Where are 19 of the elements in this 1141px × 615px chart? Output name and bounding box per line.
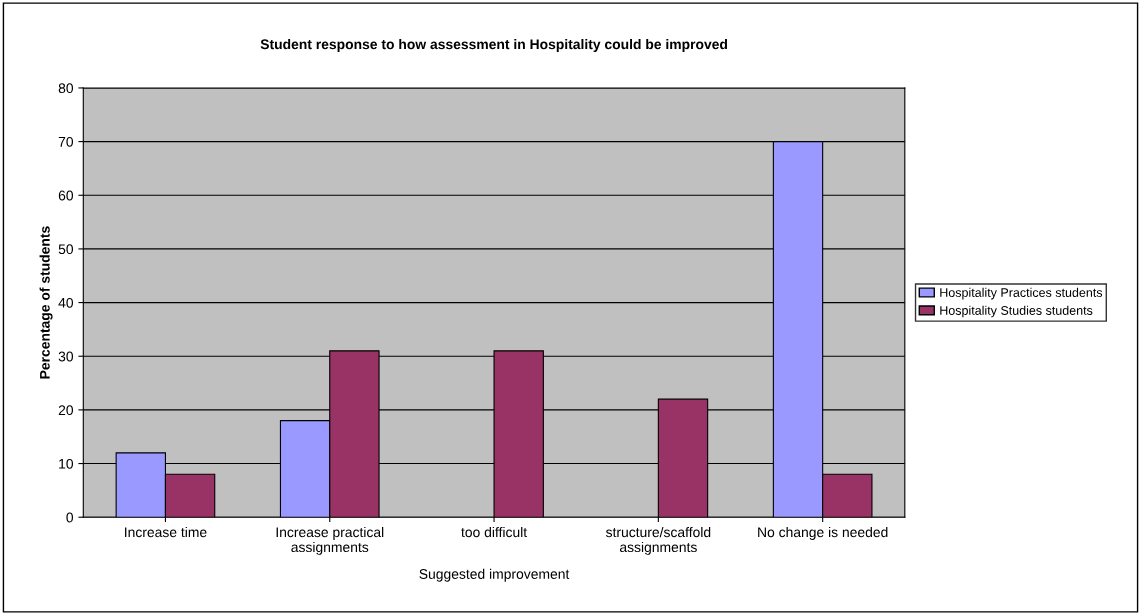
x-tick-label: No change is needed <box>758 526 888 540</box>
legend-label: Hospitality Practices students <box>940 287 1103 300</box>
chart-title: Student response to how assessment in Hospitality could be improved <box>260 38 727 52</box>
y-tick-label: 70 <box>58 136 74 147</box>
y-tick-label: 40 <box>58 297 74 308</box>
y-tick-label: 50 <box>58 244 74 255</box>
y-tick-label: 0 <box>66 512 74 523</box>
x-tick-label: Increase time <box>125 526 207 538</box>
y-tick-label: 20 <box>58 405 74 416</box>
y-tick-label: 10 <box>59 458 74 469</box>
y-tick-label: 80 <box>58 83 74 94</box>
y-tick-label: 60 <box>58 190 74 201</box>
x-tick-label: structure/scaffold assignments <box>605 526 711 555</box>
legend-label: Hospitality Studies students <box>940 305 1093 318</box>
x-axis-title: Suggested improvement <box>419 568 570 582</box>
y-tick-label: 30 <box>58 351 74 362</box>
y-axis-title: Percentage of students <box>39 226 53 379</box>
x-tick-label: too difficult <box>461 526 528 538</box>
x-tick-label: Increase practical assignments <box>276 526 384 555</box>
